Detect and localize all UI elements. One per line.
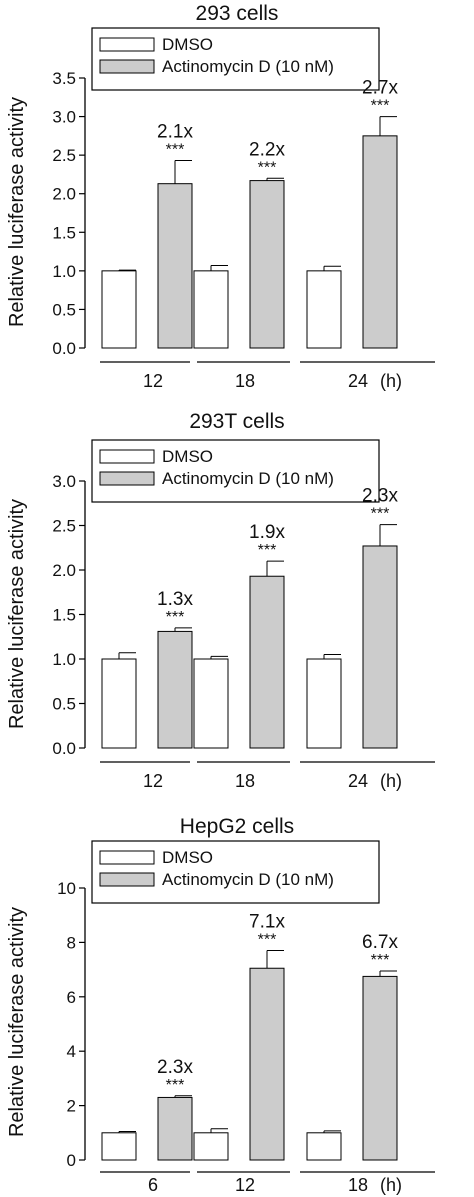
chart-293t-cells-svg: 293T cells Relative luciferase activity 0.… bbox=[6, 410, 435, 791]
legend-swatch bbox=[99, 850, 155, 865]
y-tick-label: 1.5 bbox=[52, 223, 76, 242]
legend-swatch bbox=[99, 59, 155, 74]
bar bbox=[249, 575, 285, 749]
fold-change-label: 2.3x bbox=[362, 486, 398, 507]
fold-change-label: 1.9x bbox=[249, 522, 285, 543]
bar bbox=[362, 975, 398, 1161]
chart-group: 293 cells Relative luciferase activity 0.0… bbox=[6, 2, 435, 391]
fold-change-label: 6.7x bbox=[362, 932, 398, 953]
y-tick-label: 3.0 bbox=[52, 472, 76, 491]
chart-hepg2-cells: HepG2 cells Relative luciferase activity 0… bbox=[0, 800, 474, 1197]
bar bbox=[362, 545, 398, 749]
significance-label: *** bbox=[258, 159, 277, 176]
y-tick-label: 2.5 bbox=[52, 517, 76, 536]
category-label: 12 bbox=[235, 1175, 255, 1195]
category-label: 24 bbox=[348, 371, 368, 391]
significance-label: *** bbox=[166, 1077, 185, 1094]
y-axis-label: Relative luciferase activity bbox=[6, 907, 28, 1137]
y-tick-label: 1.0 bbox=[52, 262, 76, 281]
bar bbox=[362, 135, 398, 349]
bar bbox=[101, 658, 137, 749]
y-tick-label: 0.5 bbox=[52, 300, 76, 319]
y-tick-label: 2.5 bbox=[52, 146, 76, 165]
legend-entry: Actinomycin D (10 nM) bbox=[162, 57, 334, 76]
category-label: 18 bbox=[235, 771, 255, 791]
legend-swatch bbox=[99, 872, 155, 887]
bar bbox=[157, 1096, 193, 1161]
y-tick-label: 1.0 bbox=[52, 650, 76, 669]
category-label: 6 bbox=[148, 1175, 158, 1195]
y-axis-label: Relative luciferase activity bbox=[6, 97, 28, 327]
y-tick-label: 0.0 bbox=[52, 339, 76, 358]
fold-change-label: 2.3x bbox=[157, 1057, 193, 1078]
y-tick-label: 4 bbox=[67, 1042, 76, 1061]
y-tick-label: 3.5 bbox=[52, 69, 76, 88]
chart-title: 293 cells bbox=[196, 2, 279, 25]
bar bbox=[193, 1132, 229, 1161]
category-label: 18 bbox=[348, 1175, 368, 1195]
x-unit-label: (h) bbox=[380, 771, 402, 791]
legend-swatch bbox=[99, 37, 155, 52]
y-tick-label: 10 bbox=[57, 879, 76, 898]
y-tick-label: 2.0 bbox=[52, 561, 76, 580]
significance-label: *** bbox=[371, 506, 390, 523]
bar bbox=[193, 270, 229, 349]
bar bbox=[101, 270, 137, 349]
bar bbox=[306, 658, 342, 749]
chart-hepg2-cells-svg: HepG2 cells Relative luciferase activity 0… bbox=[6, 815, 435, 1195]
significance-label: *** bbox=[258, 932, 277, 949]
bar bbox=[101, 1132, 137, 1161]
significance-label: *** bbox=[166, 609, 185, 626]
chart-title: HepG2 cells bbox=[180, 815, 294, 838]
bar bbox=[306, 1132, 342, 1161]
legend-entry: Actinomycin D (10 nM) bbox=[162, 469, 334, 488]
legend-entry: DMSO bbox=[162, 447, 213, 466]
y-tick-label: 8 bbox=[67, 933, 76, 952]
legend-entry: Actinomycin D (10 nM) bbox=[162, 870, 334, 889]
legend-swatch bbox=[99, 449, 155, 464]
significance-label: *** bbox=[371, 98, 390, 115]
fold-change-label: 2.2x bbox=[249, 139, 285, 160]
y-tick-label: 3.0 bbox=[52, 108, 76, 127]
bar bbox=[306, 270, 342, 349]
bar bbox=[157, 630, 193, 749]
fold-change-label: 2.1x bbox=[157, 122, 193, 143]
chart-293-cells-svg: 293 cells Relative luciferase activity 0.0… bbox=[6, 2, 435, 391]
y-tick-label: 2 bbox=[67, 1097, 76, 1116]
y-tick-label: 0.5 bbox=[52, 695, 76, 714]
significance-label: *** bbox=[166, 142, 185, 159]
category-label: 12 bbox=[143, 371, 163, 391]
bar bbox=[157, 183, 193, 349]
y-axis-label: Relative luciferase activity bbox=[6, 499, 28, 729]
fold-change-label: 1.3x bbox=[157, 589, 193, 610]
x-unit-label: (h) bbox=[380, 371, 402, 391]
legend-entry: DMSO bbox=[162, 848, 213, 867]
legend-entry: DMSO bbox=[162, 35, 213, 54]
chart-group: 293T cells Relative luciferase activity 0.… bbox=[6, 410, 435, 791]
y-tick-label: 2.0 bbox=[52, 185, 76, 204]
chart-title: 293T cells bbox=[189, 410, 284, 433]
bar bbox=[249, 180, 285, 349]
x-unit-label: (h) bbox=[380, 1175, 402, 1195]
y-tick-label: 0 bbox=[67, 1151, 76, 1170]
significance-label: *** bbox=[371, 952, 390, 969]
category-label: 18 bbox=[235, 371, 255, 391]
fold-change-label: 2.7x bbox=[362, 78, 398, 99]
category-label: 24 bbox=[348, 771, 368, 791]
legend-swatch bbox=[99, 471, 155, 486]
fold-change-label: 7.1x bbox=[249, 912, 285, 933]
chart-293-cells: 293 cells Relative luciferase activity 0.0… bbox=[0, 0, 474, 400]
y-tick-label: 1.5 bbox=[52, 606, 76, 625]
bar bbox=[249, 967, 285, 1161]
significance-label: *** bbox=[258, 542, 277, 559]
category-label: 12 bbox=[143, 771, 163, 791]
bar bbox=[193, 658, 229, 749]
y-tick-label: 0.0 bbox=[52, 739, 76, 758]
chart-293t-cells: 293T cells Relative luciferase activity 0.… bbox=[0, 400, 474, 800]
y-tick-label: 6 bbox=[67, 988, 76, 1007]
chart-group: HepG2 cells Relative luciferase activity 0… bbox=[6, 815, 435, 1195]
